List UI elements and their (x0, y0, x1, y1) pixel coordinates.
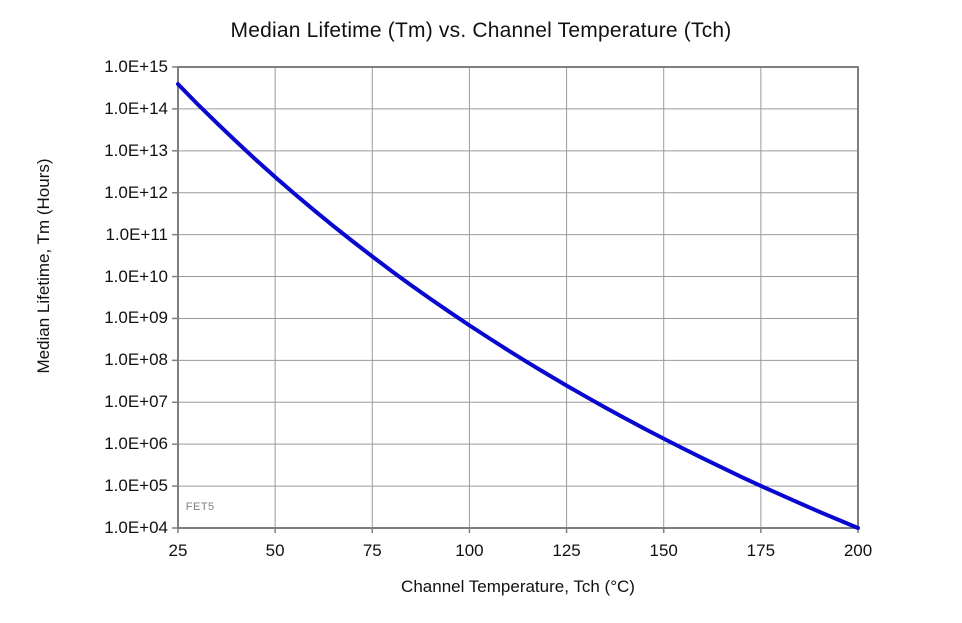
y-tick-label: 1.0E+15 (104, 57, 168, 76)
y-tick-label: 1.0E+10 (104, 266, 168, 286)
lifetime-curve (176, 82, 860, 530)
y-tick-label: 1.0E+11 (105, 224, 168, 244)
y-tick-label: 1.0E+07 (104, 392, 168, 412)
x-tick-label: 50 (265, 541, 285, 560)
x-tick-label: 150 (649, 541, 678, 560)
x-tick-label: 175 (746, 541, 776, 560)
x-tick-label: 100 (455, 541, 484, 560)
x-tick-label: 75 (362, 541, 382, 560)
y-tick-label: 1.0E+09 (104, 308, 168, 328)
x-tick-label: 200 (843, 541, 873, 560)
x-tick-label: 25 (168, 541, 188, 560)
y-tick-label: 1.0E+04 (104, 518, 168, 537)
y-tick-label: 1.0E+13 (104, 140, 168, 160)
y-tick-label: 1.0E+12 (104, 182, 168, 202)
x-tick-label: 125 (552, 541, 581, 560)
chart-title: Median Lifetime (Tm) vs. Channel Tempera… (230, 19, 732, 42)
series-annotation: FET5 (185, 500, 215, 513)
y-tick-label: 1.0E+06 (104, 434, 168, 454)
y-tick-label: 1.0E+08 (104, 350, 168, 370)
x-axis-title: Channel Temperature, Tch (°C) (401, 577, 635, 596)
y-tick-label: 1.0E+05 (104, 476, 168, 496)
y-tick-label: 1.0E+14 (104, 98, 168, 118)
plot-border (177, 66, 859, 529)
